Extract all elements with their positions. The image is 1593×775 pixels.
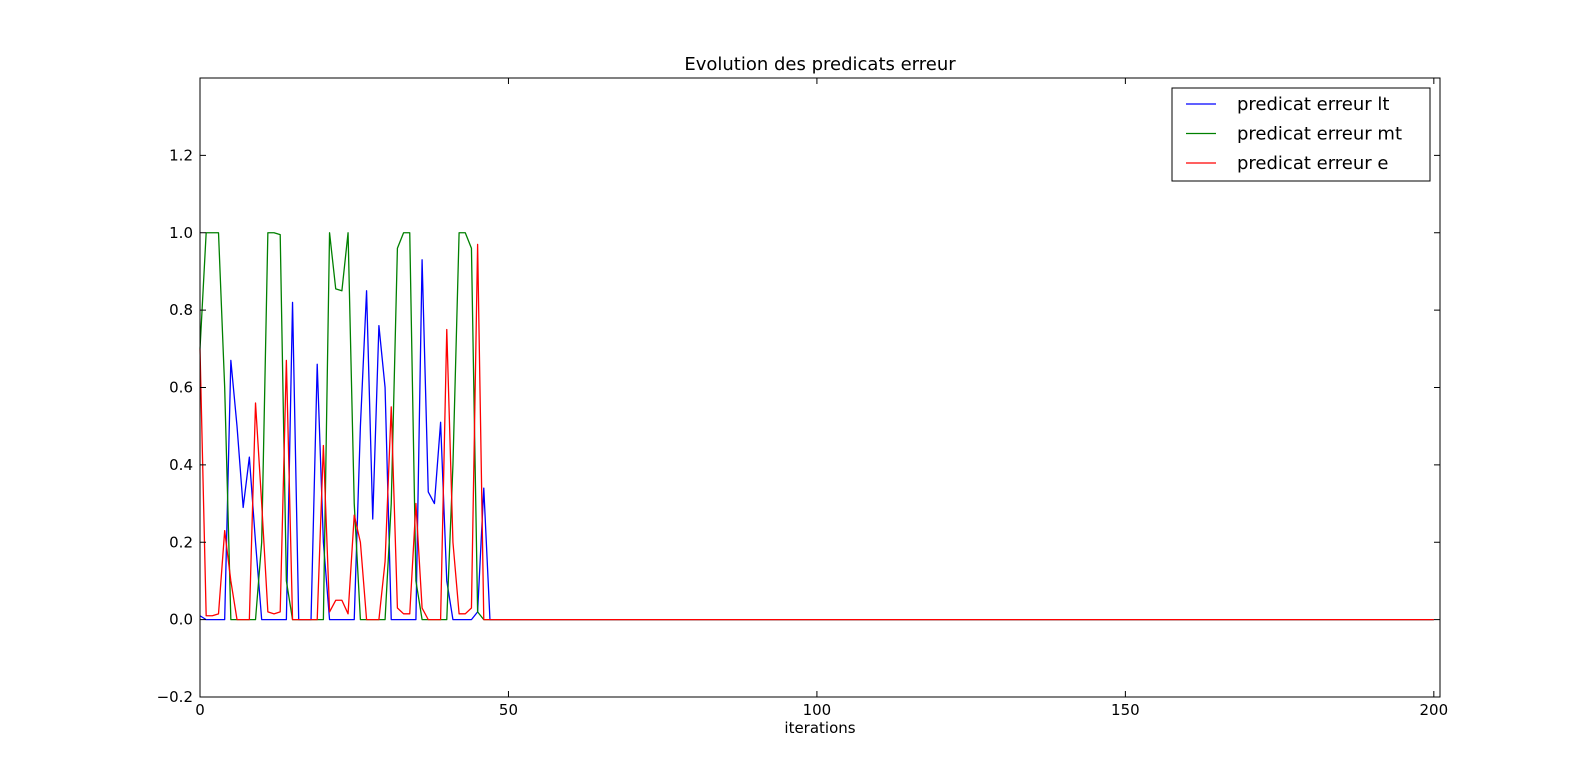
x-tick-label: 0 bbox=[195, 701, 205, 719]
legend-label: predicat erreur mt bbox=[1237, 124, 1402, 145]
y-tick-label: 1.2 bbox=[169, 146, 193, 164]
y-tick-label: 0.0 bbox=[169, 611, 193, 629]
x-tick-label: 200 bbox=[1420, 701, 1449, 719]
series-line-1 bbox=[199, 259, 1434, 621]
x-axis-title: iterations bbox=[784, 719, 855, 737]
y-tick-label: −0.2 bbox=[157, 688, 193, 706]
x-tick-label: 150 bbox=[1111, 701, 1140, 719]
chart-title: Evolution des predicats erreur bbox=[684, 54, 956, 75]
legend-label: predicat erreur lt bbox=[1237, 94, 1389, 115]
legend: predicat erreur lt predicat erreur mt pred… bbox=[1171, 87, 1431, 182]
x-tick-label: 50 bbox=[499, 701, 518, 719]
y-tick-label: 1.0 bbox=[169, 224, 193, 242]
y-tick-label: 0.2 bbox=[169, 533, 193, 551]
ticks-layer: 0 50 100 150 200 −0.2 0.0 0.2 0.4 0.6 0.8 1.0 1.2 bbox=[157, 78, 1449, 719]
x-tick-label: 100 bbox=[803, 701, 832, 719]
series-layer bbox=[199, 232, 1434, 621]
legend-label: predicat erreur e bbox=[1237, 153, 1388, 174]
series-line-3 bbox=[199, 243, 1434, 621]
y-tick-label: 0.8 bbox=[169, 301, 193, 319]
y-tick-label: 0.6 bbox=[169, 379, 193, 397]
y-tick-label: 0.4 bbox=[169, 456, 193, 474]
